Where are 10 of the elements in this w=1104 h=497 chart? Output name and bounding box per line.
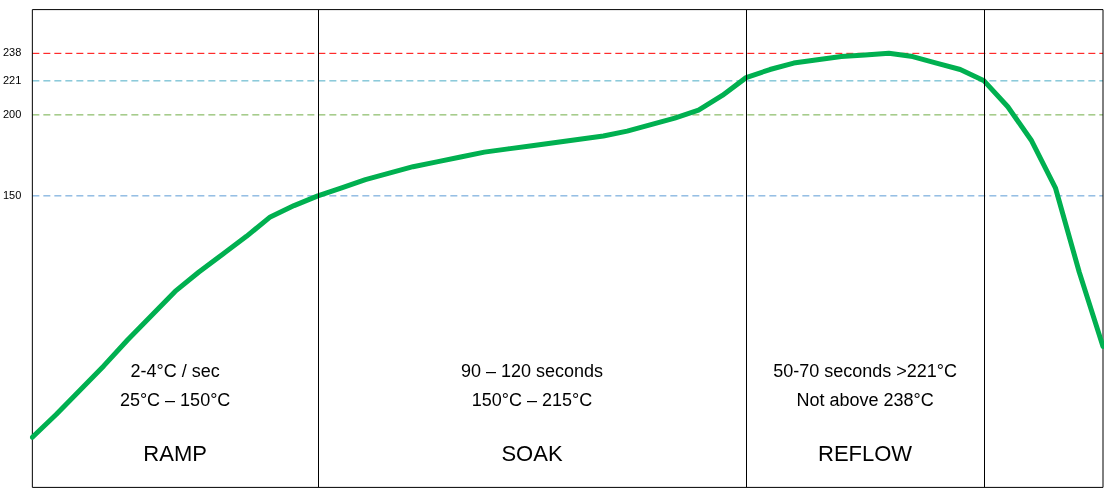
y-tick-label: 238 — [2, 46, 22, 59]
y-tick-label: 150 — [2, 188, 22, 201]
y-tick-label: 200 — [2, 107, 22, 120]
annotation: 2-4°C / sec 25°C – 150°C — [118, 360, 232, 413]
annotation: SOAK — [500, 441, 564, 468]
annotation: 90 – 120 seconds 150°C – 215°C — [459, 360, 605, 413]
annotation: RAMP — [142, 441, 208, 468]
y-tick-label: 221 — [2, 73, 22, 86]
annotation: REFLOW — [817, 441, 914, 468]
annotation: 50-70 seconds >221°C Not above 238°C — [772, 360, 958, 413]
